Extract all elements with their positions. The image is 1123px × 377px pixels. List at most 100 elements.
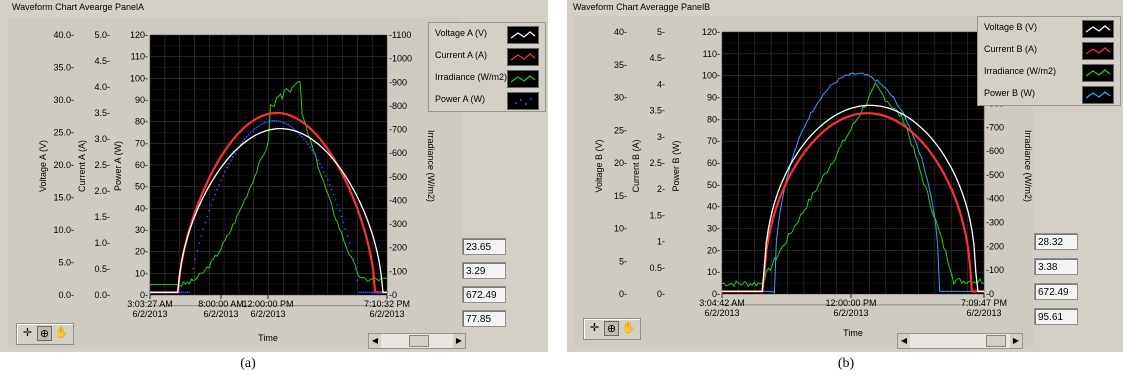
legend-swatch-irradiance [507, 70, 539, 88]
power-curve [378, 291, 380, 294]
power-tick-label: 100- [702, 71, 720, 81]
power-curve [200, 234, 203, 237]
irradiance-tick-label: -700 [389, 125, 407, 135]
panel-a-curves [149, 81, 388, 294]
irradiance-readout: 672.49 [1034, 283, 1078, 300]
panel-b-graph-palette: ✛ ⊕ ✋ [583, 318, 641, 340]
power-tick-label: 120- [702, 27, 720, 37]
irradiance-tick-label: -400 [986, 194, 1004, 204]
legend-item-current[interactable]: Current A (A) [429, 45, 545, 67]
irradiance-tick-label: -600 [986, 146, 1004, 156]
irradiance-tick-label: -700 [986, 122, 1004, 132]
current-tick-label: 4.0- [94, 82, 110, 92]
panel-a-horizontal-scrollbar[interactable]: ◀ ▶ [368, 333, 466, 349]
irradiance-tick-label: -300 [389, 219, 407, 229]
power-curve [330, 188, 333, 191]
power-curve [319, 163, 321, 165]
scroll-thumb[interactable] [986, 335, 1006, 347]
power-curve [192, 267, 195, 270]
time-tick-label: 3:03:27 AM [127, 299, 173, 309]
power-curve [253, 128, 256, 130]
irradiance-tick-label: -500 [986, 170, 1004, 180]
pan-hand-icon[interactable]: ✋ [621, 322, 636, 334]
power-curve [188, 291, 191, 294]
current-readout: 3.29 [462, 262, 506, 279]
power-curve [277, 120, 280, 122]
time-tick-date: 6/2/2013 [704, 308, 739, 318]
power-tick-label: 100- [130, 73, 148, 83]
power-curve [218, 184, 221, 186]
power-curve [334, 198, 337, 201]
scroll-left-arrow-icon[interactable]: ◀ [369, 334, 381, 348]
current-tick-label: 2- [657, 184, 665, 194]
power-curve [275, 120, 278, 122]
power-tick-label: 120- [130, 30, 148, 40]
power-curve [208, 209, 211, 212]
legend-item-power[interactable]: Power B (W) [978, 83, 1120, 105]
power-curve [202, 228, 205, 230]
legend-item-voltage[interactable]: Voltage B (V) [978, 17, 1120, 39]
voltage-tick-label: 40.0- [53, 30, 74, 40]
voltage-tick-label: 0- [619, 289, 627, 299]
legend-swatch-current [1082, 42, 1114, 60]
power-curve [259, 123, 262, 126]
power-curve [360, 291, 363, 294]
power-curve [226, 166, 228, 169]
crosshair-icon[interactable]: ✛ [589, 322, 600, 334]
legend-item-irradiance[interactable]: Irradiance (W/m2) [429, 67, 545, 89]
power-curve [328, 184, 331, 186]
power-tick-label: 0- [140, 290, 148, 300]
scroll-right-arrow-icon[interactable]: ▶ [1010, 334, 1022, 348]
legend-item-power[interactable]: Power A (W) [429, 89, 545, 111]
panel-b-curves [721, 72, 985, 294]
power-curve [245, 135, 248, 138]
legend-item-voltage[interactable]: Voltage A (V) [429, 23, 545, 45]
legend-item-irradiance[interactable]: Irradiance (W/m2) [978, 61, 1120, 83]
zoom-icon[interactable]: ⊕ [37, 326, 52, 341]
irradiance-tick-label: -500 [389, 172, 407, 182]
power-curve [234, 152, 236, 155]
power-tick-label: 80- [707, 114, 720, 124]
zoom-icon[interactable]: ⊕ [604, 321, 619, 336]
power-curve [299, 133, 301, 136]
voltage-tick-label: 40- [614, 27, 627, 37]
voltage-tick-label: 25- [614, 125, 627, 135]
pan-hand-icon[interactable]: ✋ [54, 327, 69, 339]
power-curve [257, 125, 260, 127]
power-curve [249, 131, 252, 134]
voltage-tick-label: 25.0- [53, 128, 74, 138]
scroll-left-arrow-icon[interactable]: ◀ [898, 334, 910, 348]
current-tick-label: 0.5- [94, 264, 110, 274]
panel-b-horizontal-scrollbar[interactable]: ◀ ▶ [897, 333, 1023, 349]
current-tick-label: 5- [657, 27, 665, 37]
irradiance-tick-label: -300 [986, 218, 1004, 228]
panel-a-axis-ticks: 40.0- 35.0- 30.0- 25.0- 20.0- 15.0- 10.0- 5.0- 0… [53, 30, 412, 319]
panel-a-chart: 40.0- 35.0- 30.0- 25.0- 20.0- 15.0- 10.0- 5.0- 0… [38, 30, 436, 343]
voltage-tick-label: 15- [614, 191, 627, 201]
irradiance-tick-label: -0 [986, 289, 994, 299]
power-tick-label: 10- [135, 268, 148, 278]
power-curve [206, 215, 209, 218]
power-tick-label: 40- [707, 202, 720, 212]
irradiance-tick-label: -100 [389, 266, 407, 276]
legend-item-current[interactable]: Current B (A) [978, 39, 1120, 61]
power-curve [178, 291, 181, 294]
voltage-axis-label: Voltage A (V) [38, 140, 48, 192]
scroll-right-arrow-icon[interactable]: ▶ [453, 334, 465, 348]
power-curve [247, 133, 250, 136]
current-tick-label: 4.5- [94, 56, 110, 66]
power-curve [354, 267, 357, 270]
power-curve [374, 291, 376, 294]
power-curve [243, 138, 246, 141]
scroll-thumb[interactable] [409, 335, 429, 347]
crosshair-icon[interactable]: ✛ [22, 327, 33, 339]
power-curve [228, 163, 230, 165]
panel-a-title: Waveform Chart Avearge PanelA [12, 2, 145, 12]
voltage-tick-label: 20.0- [53, 160, 74, 170]
current-axis-label: Current A (A) [77, 140, 87, 192]
power-curve [303, 138, 305, 141]
power-curve [180, 291, 183, 294]
legend-swatch-voltage [507, 26, 539, 44]
power-curve [291, 126, 294, 129]
power-curve [198, 242, 201, 244]
